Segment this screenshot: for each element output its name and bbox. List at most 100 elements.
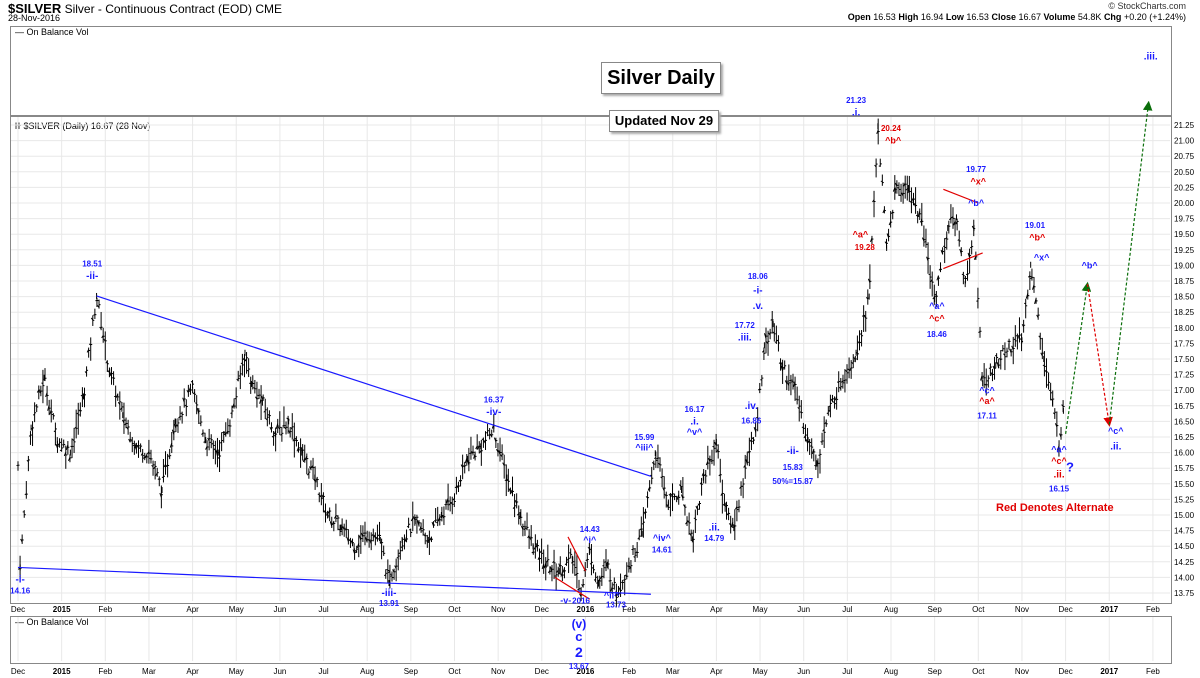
ohlc-open-tick xyxy=(493,437,497,442)
ohlc-open-tick xyxy=(126,426,129,430)
ohlc-open-tick xyxy=(190,380,193,383)
ohlc-open-tick xyxy=(676,494,680,500)
red-low-line-b xyxy=(554,576,591,600)
ohlc-open-tick xyxy=(265,418,268,421)
ohlc-open-tick xyxy=(136,445,139,449)
ohlc-open-tick xyxy=(203,441,206,443)
y-tick-label: 15.00 xyxy=(1174,511,1195,520)
wave-label: 20.24 xyxy=(881,124,902,133)
ohlc-open-tick xyxy=(766,341,769,345)
ohlc-open-tick xyxy=(587,547,590,549)
ohlc-open-tick xyxy=(516,513,520,516)
x-tick-label-lower: Mar xyxy=(666,667,680,676)
wave-label: .v. xyxy=(753,301,764,312)
ohlc-open-tick xyxy=(186,389,189,393)
ohlc-open-tick xyxy=(753,426,757,432)
ohlc-open-tick xyxy=(637,537,640,540)
x-tick-label-lower: Feb xyxy=(622,667,636,676)
ohlc-open-tick xyxy=(894,182,898,187)
ohlc-open-tick xyxy=(348,539,351,542)
ohlc-open-tick xyxy=(253,387,256,389)
ohlc-open-tick xyxy=(824,421,827,425)
ohlc-open-tick xyxy=(577,588,580,591)
ohlc-open-tick xyxy=(101,335,104,339)
ohlc-open-tick xyxy=(423,534,426,537)
wave-label: ^c^ xyxy=(929,314,945,324)
ohlc-open-tick xyxy=(872,199,875,203)
ohlc-open-tick xyxy=(882,209,885,214)
ohlc-open-tick xyxy=(949,217,952,221)
ohlc-open-tick xyxy=(959,248,962,254)
ohlc-open-tick xyxy=(294,437,297,441)
x-tick-label: Dec xyxy=(1058,605,1072,614)
ohlc-open-tick xyxy=(431,521,435,527)
ohlc-open-tick xyxy=(173,423,177,429)
ohlc-open-tick xyxy=(350,540,353,545)
x-tick-label-lower: Feb xyxy=(1146,667,1160,676)
ohlc-open-tick xyxy=(144,454,148,459)
ohlc-open-tick xyxy=(481,438,484,441)
ohlc-open-tick xyxy=(512,506,515,509)
ohlc-open-tick xyxy=(955,221,958,225)
ohlc-open-tick xyxy=(1003,353,1006,356)
ohlc-open-tick xyxy=(616,592,619,596)
ohlc-open-tick xyxy=(292,438,295,442)
ohlc-open-tick xyxy=(90,317,94,321)
ohlc-open-tick xyxy=(342,526,345,530)
ohlc-open-tick xyxy=(86,349,90,353)
x-tick-label-lower: Oct xyxy=(448,667,461,676)
ohlc-open-tick xyxy=(834,396,838,401)
ohlc-open-tick xyxy=(566,558,569,561)
wave-label: 18.06 xyxy=(748,272,769,281)
ohlc-open-tick xyxy=(280,433,283,436)
y-tick-label: 18.25 xyxy=(1174,308,1195,317)
ohlc-open-tick xyxy=(774,341,777,344)
x-tick-label: May xyxy=(229,605,244,614)
ohlc-open-tick xyxy=(710,460,713,462)
chart-header: $SILVER Silver - Continuous Contract (EO… xyxy=(0,0,1200,26)
ohlc-open-tick xyxy=(857,341,860,344)
ohlc-open-tick xyxy=(97,305,100,308)
wave-label: 15.83 xyxy=(783,463,804,472)
y-tick-label: 16.50 xyxy=(1174,417,1195,426)
ohlc-open-tick xyxy=(49,409,52,415)
ohlc-open-tick xyxy=(591,567,594,569)
x-tick-label-lower: Nov xyxy=(491,667,505,676)
ohlc-open-tick xyxy=(892,187,896,192)
wave-label: 18.46 xyxy=(927,330,948,339)
wave-label: -ii- xyxy=(787,446,799,457)
ohlc-open-tick xyxy=(475,445,478,450)
ohlc-open-tick xyxy=(105,360,108,364)
update-box: Updated Nov 29 xyxy=(609,110,719,132)
ohlc-open-tick xyxy=(267,414,270,416)
ohlc-open-tick xyxy=(240,362,243,365)
wave-label: ^iii^ xyxy=(635,443,654,453)
chg-value: +0.20 (+1.24%) xyxy=(1123,12,1186,22)
low-value: 16.53 xyxy=(966,12,989,22)
alternate-note: Red Denotes Alternate xyxy=(996,502,1114,514)
ohlc-open-tick xyxy=(724,503,727,508)
ohlc-open-tick xyxy=(674,495,677,498)
ohlc-open-tick xyxy=(213,448,216,451)
ohlc-open-tick xyxy=(456,485,459,489)
ohlc-open-tick xyxy=(593,578,596,581)
x-tick-label: Dec xyxy=(535,605,549,614)
ohlc-open-tick xyxy=(1040,352,1043,357)
ohlc-open-tick xyxy=(751,436,754,440)
ohlc-open-tick xyxy=(47,405,50,411)
ohlc-open-tick xyxy=(664,493,667,497)
ohlc-open-tick xyxy=(462,465,465,467)
ohlc-open-tick xyxy=(886,233,890,238)
y-tick-label: 14.75 xyxy=(1174,527,1195,536)
symbol-line: $SILVER Silver - Continuous Contract (EO… xyxy=(8,1,282,16)
ohlc-open-tick xyxy=(57,442,60,446)
ohlc-open-tick xyxy=(446,497,449,504)
ohlc-open-tick xyxy=(182,397,185,403)
ohlc-open-tick xyxy=(269,426,272,431)
ohlc-open-tick xyxy=(356,543,360,549)
ohlc-open-tick xyxy=(392,569,395,573)
ohlc-open-tick xyxy=(188,387,191,392)
ohlc-open-tick xyxy=(861,315,864,317)
wave-label: 18.51 xyxy=(82,260,103,269)
ohlc-open-tick xyxy=(907,189,910,194)
